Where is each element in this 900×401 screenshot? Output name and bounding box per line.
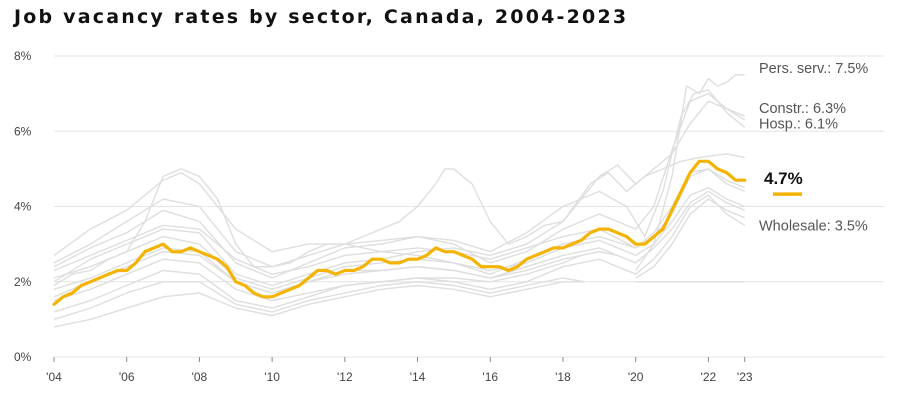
label-pers-serv: Pers. serv.: 7.5% [759,61,868,77]
series-line-pers-serv [635,74,745,271]
x-tick-label: '12 [337,370,353,384]
series-line-sector-c [53,168,745,275]
series-line-sector-f [53,281,585,328]
y-tick-label: 4% [14,200,32,214]
series-line-hosp [53,89,746,279]
grid-layer [54,55,884,358]
series-line-sector-g [53,186,745,291]
y-tick-label: 6% [14,124,32,138]
x-tick-label: '04 [46,370,62,384]
x-tick-label: '06 [119,370,135,384]
x-tick-label: '16 [482,370,498,384]
label-constr: Constr.: 6.3% [759,101,846,117]
x-tick-label: '14 [410,370,426,384]
chart-title: Job vacancy rates by sector, Canada, 200… [14,6,629,28]
y-tick-label: 8% [14,49,32,63]
axis-layer: 0% 2% 4% 6% 8% '04 '06 '08 '10 '12 '14 '16 '18 '20 '22… [14,49,753,384]
context-series-layer [53,74,746,328]
series-line-sector-d [53,254,582,302]
x-tick-label: '08 [192,370,208,384]
label-hosp: Hosp.: 6.1% [759,116,838,132]
label-all-sectors-value: 4.7% [764,169,803,188]
series-line-constr [53,92,746,268]
label-wholesale: Wholesale: 3.5% [759,218,868,234]
series-label-layer: Pers. serv.: 7.5% Constr.: 6.3%Hosp.: 6.1… [759,61,868,235]
series-line-all-sectors [52,159,747,306]
series-line-wholesale [53,194,746,313]
series-line-sector-e [53,277,585,321]
x-tick-label: '23 [737,370,753,384]
series-line-sector-b [53,153,745,287]
x-tick-label: '18 [555,370,571,384]
highlight-series-layer [52,159,747,306]
y-tick-label: 0% [14,350,32,364]
x-tick-label: '22 [701,370,717,384]
y-tick-label: 2% [14,275,32,289]
series-line-sector-j [53,247,618,294]
series-line-sector-a [53,100,745,287]
x-tick-label: '20 [628,370,644,384]
series-line-sector-k [635,198,745,279]
x-tick-label: '10 [264,370,280,384]
